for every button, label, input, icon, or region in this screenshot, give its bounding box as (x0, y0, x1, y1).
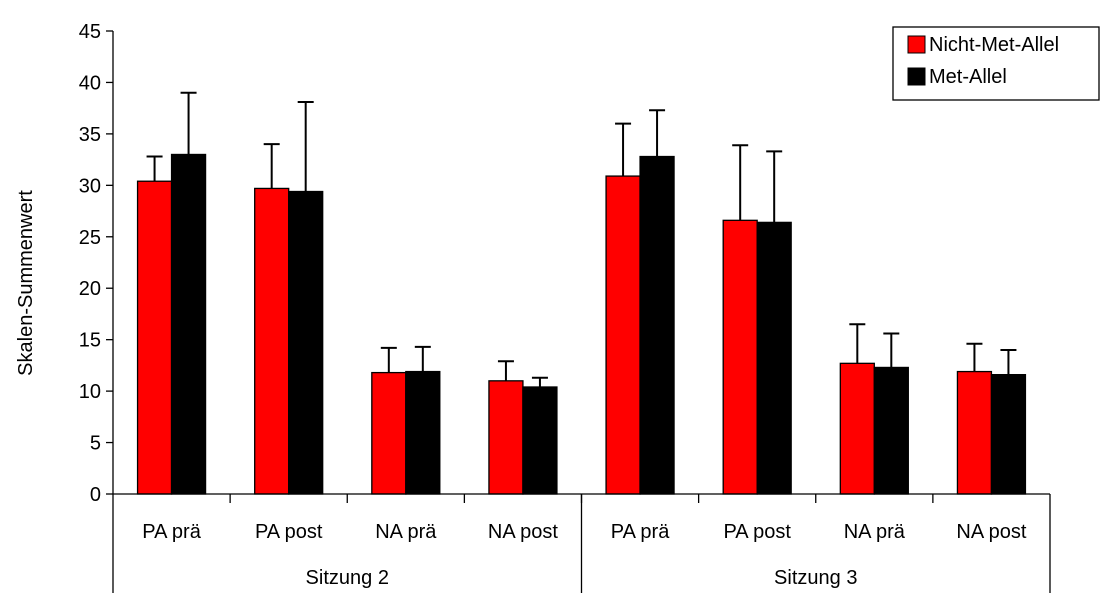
bar-nicht-met-allel (956, 370, 993, 495)
legend-swatch-nicht-met-allel (907, 35, 926, 54)
bar-met-allel (873, 366, 909, 495)
x-group-label: Sitzung 2 (306, 567, 389, 589)
x-category-label: PA prä (142, 521, 201, 543)
x-category-label: NA prä (844, 521, 906, 543)
axes (112, 31, 1051, 593)
bar-met-allel (170, 153, 207, 495)
x-category-label: PA post (255, 521, 323, 543)
y-axis-ticks: 0 5 10 15 20 25 30 35 40 45 (79, 21, 113, 506)
y-tick-label: 40 (79, 72, 101, 94)
bar-met-allel (756, 221, 792, 495)
bar-met-allel (990, 373, 1027, 495)
bar-nicht-met-allel (722, 219, 758, 495)
legend-label-nicht-met-allel: Nicht-Met-Allel (929, 34, 1059, 56)
bars (136, 153, 1027, 495)
bar-nicht-met-allel (136, 180, 173, 495)
x-axis-category-labels: PA prä PA post NA prä NA post PA prä PA post N… (142, 521, 1027, 543)
y-axis-label: Skalen-Summenwert (15, 190, 37, 376)
y-tick-label: 5 (90, 433, 101, 455)
y-tick-label: 35 (79, 124, 101, 146)
legend-label-met-allel: Met-Allel (929, 66, 1007, 88)
x-category-label: PA post (723, 521, 791, 543)
y-tick-label: 10 (79, 381, 101, 403)
y-tick-label: 30 (79, 175, 101, 197)
y-tick-label: 15 (79, 330, 101, 352)
bar-nicht-met-allel (605, 175, 641, 495)
bar-met-allel (522, 386, 558, 495)
x-axis-group-labels: Sitzung 2 Sitzung 3 (306, 567, 858, 589)
bar-met-allel (405, 370, 441, 495)
x-group-label: Sitzung 3 (774, 567, 857, 589)
bar-met-allel (639, 155, 675, 495)
legend-box (892, 26, 1100, 101)
error-bars (146, 91, 1017, 387)
legend-swatch-met-allel (907, 67, 926, 86)
bar-met-allel (288, 190, 324, 495)
y-tick-label: 0 (90, 484, 101, 506)
bar-nicht-met-allel (839, 362, 875, 495)
legend: Nicht-Met-Allel Met-Allel (892, 26, 1100, 101)
y-tick-label: 20 (79, 278, 101, 300)
x-category-label: NA post (488, 521, 558, 543)
bar-nicht-met-allel (488, 380, 524, 495)
y-tick-label: 25 (79, 227, 101, 249)
y-tick-label: 45 (79, 21, 101, 43)
x-category-label: NA post (956, 521, 1026, 543)
bar-nicht-met-allel (254, 187, 290, 495)
bar-nicht-met-allel (371, 371, 407, 495)
x-category-label: NA prä (375, 521, 437, 543)
x-category-label: PA prä (611, 521, 670, 543)
